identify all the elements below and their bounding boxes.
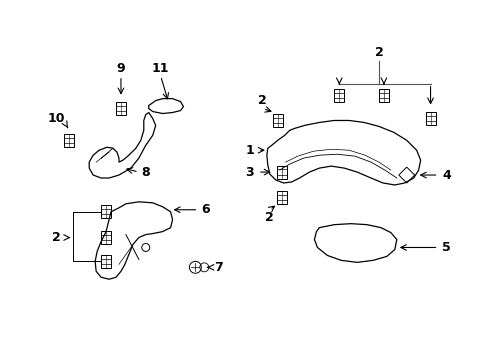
Text: 2: 2 [52,231,61,244]
Text: 2: 2 [258,94,266,107]
Text: 2: 2 [374,46,383,59]
Text: 3: 3 [245,166,254,179]
Text: 10: 10 [48,112,65,125]
Text: 4: 4 [441,168,450,181]
Text: 9: 9 [117,62,125,75]
Text: 7: 7 [213,261,222,274]
Text: 6: 6 [201,203,209,216]
Text: 5: 5 [441,241,450,254]
Text: 2: 2 [265,211,274,224]
Text: 8: 8 [141,166,150,179]
Text: 1: 1 [245,144,254,157]
Text: 11: 11 [152,62,169,75]
